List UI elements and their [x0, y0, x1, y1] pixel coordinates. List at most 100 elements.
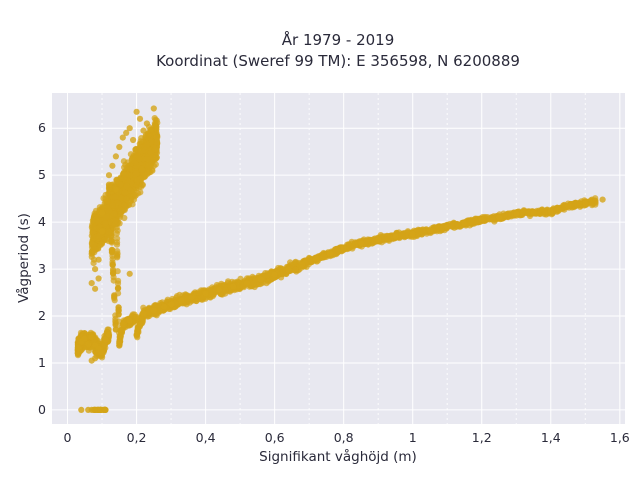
- data-point: [357, 240, 364, 247]
- data-point: [127, 187, 134, 195]
- data-point: [132, 192, 139, 199]
- data-point: [216, 286, 223, 293]
- y-axis-label: Vågperiod (s): [15, 213, 32, 303]
- data-point: [99, 209, 106, 216]
- data-point: [119, 134, 126, 141]
- y-tick-label: 4: [38, 214, 46, 229]
- data-point: [547, 208, 554, 215]
- x-axis-label: Signifikant våghöjd (m): [259, 448, 417, 465]
- data-point: [138, 166, 146, 174]
- data-point: [582, 200, 589, 207]
- data-point: [271, 271, 278, 278]
- data-point: [554, 204, 561, 211]
- data-point: [122, 161, 129, 168]
- data-point: [470, 219, 477, 226]
- data-point: [478, 216, 485, 223]
- data-point: [352, 241, 359, 248]
- data-point: [121, 214, 128, 222]
- data-point: [513, 210, 520, 217]
- data-point: [88, 334, 95, 341]
- data-point: [101, 406, 109, 413]
- data-point: [95, 275, 102, 282]
- x-tick-label: 1: [409, 430, 417, 445]
- data-point: [599, 196, 606, 203]
- data-point: [257, 276, 264, 283]
- data-point: [461, 220, 468, 227]
- grid: [52, 93, 625, 424]
- data-point: [137, 138, 144, 145]
- data-point: [564, 202, 572, 209]
- x-tick-label: 0: [64, 430, 72, 445]
- data-point: [264, 272, 271, 279]
- data-point: [105, 228, 112, 235]
- data-point: [103, 236, 110, 243]
- data-point: [112, 326, 119, 333]
- data-point: [243, 280, 251, 287]
- data-point: [444, 223, 451, 230]
- y-tick-label: 3: [38, 261, 46, 276]
- data-point: [183, 295, 190, 303]
- data-point: [112, 153, 119, 160]
- data-point: [230, 283, 237, 290]
- data-point: [140, 310, 147, 317]
- data-point: [115, 290, 122, 297]
- data-point: [486, 216, 493, 223]
- data-point: [92, 355, 99, 362]
- data-point: [320, 253, 327, 260]
- data-point: [138, 183, 145, 191]
- data-point: [530, 209, 537, 216]
- data-point: [144, 156, 151, 163]
- data-point: [225, 278, 232, 285]
- data-point: [115, 307, 122, 314]
- data-point: [292, 266, 299, 273]
- data-point: [208, 292, 215, 299]
- data-point: [90, 260, 97, 267]
- y-tick-label: 1: [38, 355, 46, 370]
- data-point: [102, 220, 109, 227]
- data-point: [117, 194, 124, 201]
- data-point: [349, 245, 356, 252]
- data-point: [133, 313, 140, 321]
- data-point: [116, 338, 123, 345]
- data-point: [495, 214, 503, 221]
- data-point: [136, 115, 144, 122]
- data-point: [285, 266, 292, 274]
- data-point: [313, 255, 320, 262]
- data-point: [117, 333, 124, 340]
- data-point: [193, 297, 200, 305]
- data-point: [114, 285, 122, 292]
- data-point: [81, 335, 88, 342]
- data-point: [116, 143, 123, 151]
- data-point: [188, 294, 195, 301]
- data-point: [151, 115, 158, 122]
- data-point: [109, 162, 116, 169]
- data-point: [133, 170, 140, 177]
- data-point: [112, 318, 119, 325]
- data-point: [88, 253, 95, 260]
- data-point: [136, 156, 143, 163]
- data-point: [143, 141, 150, 148]
- y-tick-label: 6: [38, 120, 46, 135]
- data-point: [145, 162, 152, 169]
- x-tick-label: 1,4: [541, 430, 561, 445]
- data-point: [112, 186, 119, 193]
- data-point: [501, 212, 508, 219]
- data-point: [112, 312, 119, 319]
- data-point: [123, 196, 130, 203]
- data-point: [541, 208, 548, 215]
- y-tick-label: 0: [38, 402, 46, 417]
- data-point: [130, 136, 137, 144]
- x-tick-labels: 0 0,2 0,4 0,6 0,8 1 1,2 1,4 1,6: [64, 430, 630, 445]
- data-point: [114, 253, 121, 260]
- data-point: [102, 195, 109, 202]
- data-point: [133, 331, 140, 338]
- data-point: [143, 120, 150, 127]
- data-point: [202, 290, 209, 297]
- data-point: [109, 202, 116, 209]
- data-point: [419, 226, 426, 234]
- data-point: [161, 303, 168, 310]
- data-point: [426, 227, 434, 234]
- data-point: [140, 127, 147, 134]
- data-point: [112, 217, 119, 224]
